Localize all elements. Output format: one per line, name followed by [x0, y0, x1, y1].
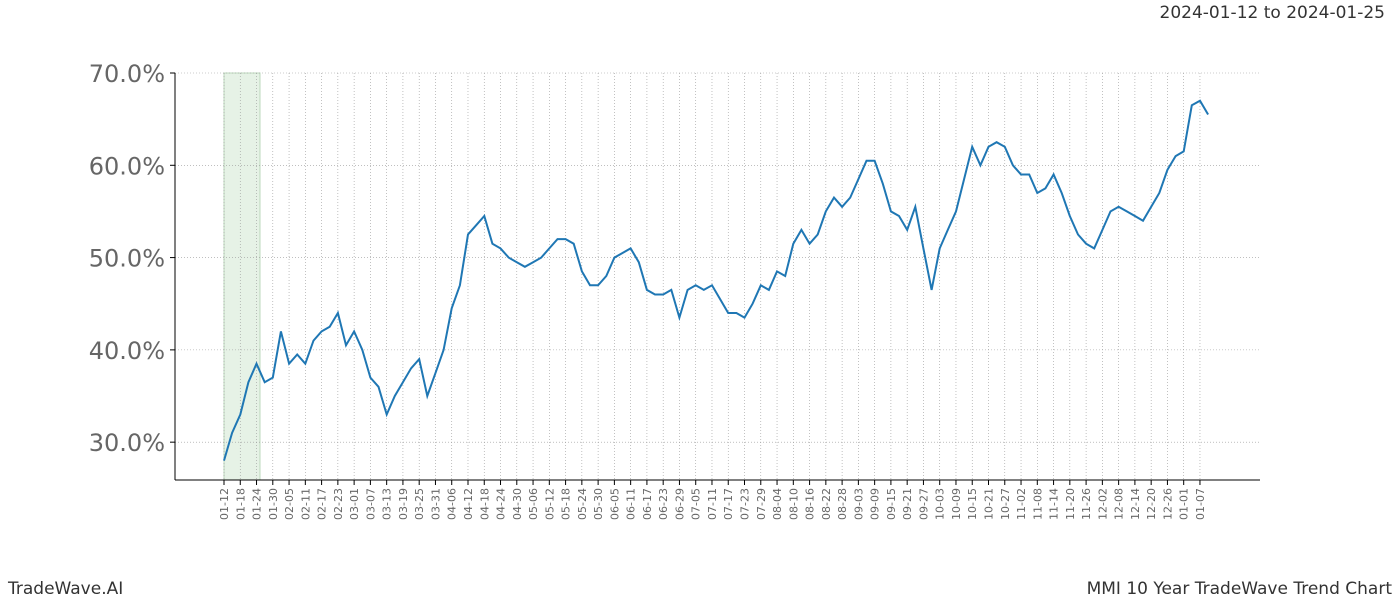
x-tick-label: 07-11 — [706, 488, 719, 520]
x-tick-label: 09-03 — [852, 488, 865, 520]
x-tick-label: 02-05 — [283, 488, 296, 520]
x-tick-label: 01-01 — [1178, 488, 1191, 520]
x-tick-label: 04-24 — [495, 488, 508, 520]
x-tick-label: 07-05 — [690, 488, 703, 520]
x-tick-label: 11-02 — [1015, 488, 1028, 520]
y-tick-label: 30.0% — [89, 429, 165, 457]
x-tick-label: 10-15 — [966, 488, 979, 520]
x-tick-label: 12-08 — [1113, 488, 1126, 520]
y-tick-label: 70.0% — [89, 60, 165, 88]
x-tick-label: 05-24 — [576, 488, 589, 520]
x-tick-label: 06-29 — [673, 488, 686, 520]
x-tick-label: 05-18 — [560, 488, 573, 520]
x-tick-label: 11-26 — [1080, 488, 1093, 520]
x-tick-label: 01-07 — [1194, 488, 1207, 520]
trend-line — [223, 99, 1209, 461]
x-tick-label: 08-16 — [804, 488, 817, 520]
x-tick-label: 04-12 — [462, 488, 475, 520]
x-tick-label: 10-03 — [934, 488, 947, 520]
x-tick-label: 08-22 — [820, 488, 833, 520]
x-tick-label: 01-12 — [218, 488, 231, 520]
x-tick-label: 12-02 — [1096, 488, 1109, 520]
x-tick-label: 06-23 — [657, 488, 670, 520]
x-tick-label: 08-04 — [771, 488, 784, 520]
x-tick-label: 06-11 — [625, 488, 638, 520]
x-tick-label: 07-23 — [739, 488, 752, 520]
x-tick-label: 04-06 — [446, 488, 459, 520]
x-tick-label: 09-09 — [869, 488, 882, 520]
x-tick-label: 11-08 — [1031, 488, 1044, 520]
x-tick-label: 03-07 — [364, 488, 377, 520]
x-tick-label: 12-26 — [1161, 488, 1174, 520]
x-tick-label: 04-30 — [511, 488, 524, 520]
x-tick-label: 10-21 — [983, 488, 996, 520]
x-tick-label: 01-30 — [267, 488, 280, 520]
x-tick-label: 11-20 — [1064, 488, 1077, 520]
x-tick-label: 04-18 — [478, 488, 491, 520]
x-tick-label: 11-14 — [1048, 488, 1061, 520]
x-tick-label: 12-20 — [1145, 488, 1158, 520]
plot-area: 30.0% 40.0% 50.0% 60.0% 70.0% 01-12 01-18 01-24… — [89, 60, 1260, 520]
x-tick-label: 03-31 — [429, 488, 442, 520]
brand: TradeWave.AI — [7, 579, 123, 599]
highlight-band — [223, 72, 261, 481]
x-tick-label: 05-06 — [527, 488, 540, 520]
x-tick-label: 09-27 — [917, 488, 930, 520]
x-tick-label: 12-14 — [1129, 488, 1142, 520]
x-tick-label: 02-11 — [299, 488, 312, 520]
x-tick-label: 09-21 — [901, 488, 914, 520]
y-tick-label: 60.0% — [89, 152, 165, 180]
x-tick-label: 03-19 — [397, 488, 410, 520]
date-range: 2024-01-12 to 2024-01-25 — [1160, 3, 1385, 23]
x-tick-label: 10-27 — [999, 488, 1012, 520]
x-tick-label: 06-17 — [641, 488, 654, 520]
x-tick-label: 06-05 — [608, 488, 621, 520]
x-tick-label: 01-18 — [234, 488, 247, 520]
chart-title: MMI 10 Year TradeWave Trend Chart — [1087, 579, 1393, 599]
x-tick-label: 02-17 — [316, 488, 329, 520]
y-tick-label: 50.0% — [89, 245, 165, 273]
x-tick-label: 03-13 — [381, 488, 394, 520]
x-tick-label: 02-23 — [332, 488, 345, 520]
x-tick-label: 05-30 — [592, 488, 605, 520]
y-tick-label: 40.0% — [89, 337, 165, 365]
x-tick-label: 08-10 — [787, 488, 800, 520]
x-tick-label: 08-28 — [836, 488, 849, 520]
x-tick-label: 03-01 — [348, 488, 361, 520]
x-tick-label: 10-09 — [950, 488, 963, 520]
x-tick-label: 03-25 — [413, 488, 426, 520]
x-tick-label: 05-12 — [543, 488, 556, 520]
x-tick-label: 09-15 — [885, 488, 898, 520]
x-tick-label: 07-29 — [755, 488, 768, 520]
x-tick-label: 01-24 — [251, 488, 264, 520]
x-tick-label: 07-17 — [722, 488, 735, 520]
